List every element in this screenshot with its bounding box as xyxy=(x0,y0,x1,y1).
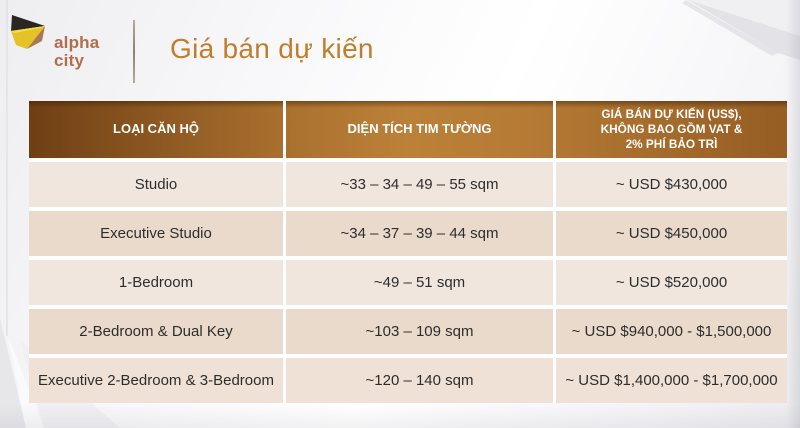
table-row-2-bedroom-dual-key: 2-Bedroom & Dual Key ~103 – 109 sqm ~ US… xyxy=(29,309,787,354)
background-right-shade xyxy=(786,0,800,428)
cell-price: ~ USD $450,000 xyxy=(553,211,787,256)
cell-price: ~ USD $1,400,000 - $1,700,000 xyxy=(553,358,787,403)
table-row-executive-studio: Executive Studio ~34 – 37 – 39 – 44 sqm … xyxy=(29,211,787,256)
cell-area: ~33 – 34 – 49 – 55 sqm xyxy=(283,162,553,207)
page-title: Giá bán dự kiến xyxy=(170,33,374,64)
table-row-1-bedroom: 1-Bedroom ~49 – 51 sqm ~ USD $520,000 xyxy=(29,260,787,305)
cell-price: ~ USD $940,000 - $1,500,000 xyxy=(553,309,787,354)
logo-text-line2: city xyxy=(54,51,85,70)
header-divider xyxy=(133,20,135,83)
table-row-studio: Studio ~33 – 34 – 49 – 55 sqm ~ USD $430… xyxy=(29,162,787,207)
cell-price: ~ USD $430,000 xyxy=(553,162,787,207)
price-table: LOẠI CĂN HỘ DIỆN TÍCH TIM TƯỜNG GIÁ BÁN … xyxy=(29,101,787,403)
cell-apartment-type: Executive Studio xyxy=(29,211,283,256)
alpha-city-gem-icon xyxy=(11,15,45,49)
cell-area: ~103 – 109 sqm xyxy=(283,309,553,354)
column-header-area: DIỆN TÍCH TIM TƯỜNG xyxy=(283,101,553,158)
cell-area: ~34 – 37 – 39 – 44 sqm xyxy=(283,211,553,256)
logo-wordmark: alpha city xyxy=(54,34,99,70)
column-header-apartment-type: LOẠI CĂN HỘ xyxy=(113,121,199,137)
background-bottom-shade xyxy=(0,404,800,428)
cell-apartment-type: Studio xyxy=(29,162,283,207)
column-header-price: GIÁ BÁN DỰ KIẾN (US$), KHÔNG BAO GỒM VAT… xyxy=(553,101,787,158)
logo-text-line1: alpha xyxy=(54,33,100,52)
cell-apartment-type: 1-Bedroom xyxy=(29,260,283,305)
cell-price: ~ USD $520,000 xyxy=(553,260,787,305)
alpha-city-logo: alpha city xyxy=(10,12,99,70)
table-row-executive-2-3-bedroom: Executive 2-Bedroom & 3-Bedroom ~120 – 1… xyxy=(29,358,787,403)
cell-area: ~49 – 51 sqm xyxy=(283,260,553,305)
table-header-row: LOẠI CĂN HỘ DIỆN TÍCH TIM TƯỜNG GIÁ BÁN … xyxy=(29,101,787,158)
cell-area: ~120 – 140 sqm xyxy=(283,358,553,403)
cell-apartment-type: 2-Bedroom & Dual Key xyxy=(29,309,283,354)
cell-apartment-type: Executive 2-Bedroom & 3-Bedroom xyxy=(29,358,283,403)
